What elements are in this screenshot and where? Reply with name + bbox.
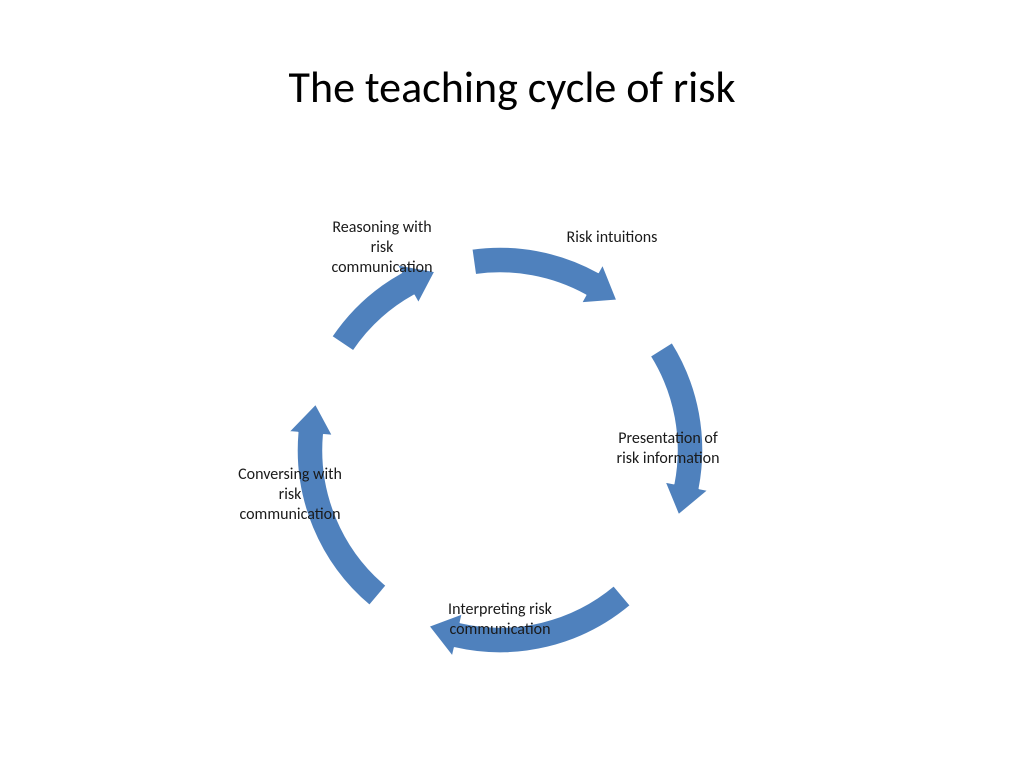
cycle-node-label: Reasoning withriskcommunication	[292, 218, 472, 278]
cycle-node-label: Presentation ofrisk information	[578, 429, 758, 469]
cycle-node-label: Risk intuitions	[522, 228, 702, 248]
cycle-diagram	[0, 0, 1024, 768]
cycle-node-label: Interpreting riskcommunication	[410, 600, 590, 640]
cycle-node-label: Conversing withriskcommunication	[200, 465, 380, 525]
cycle-arrow	[472, 247, 617, 303]
